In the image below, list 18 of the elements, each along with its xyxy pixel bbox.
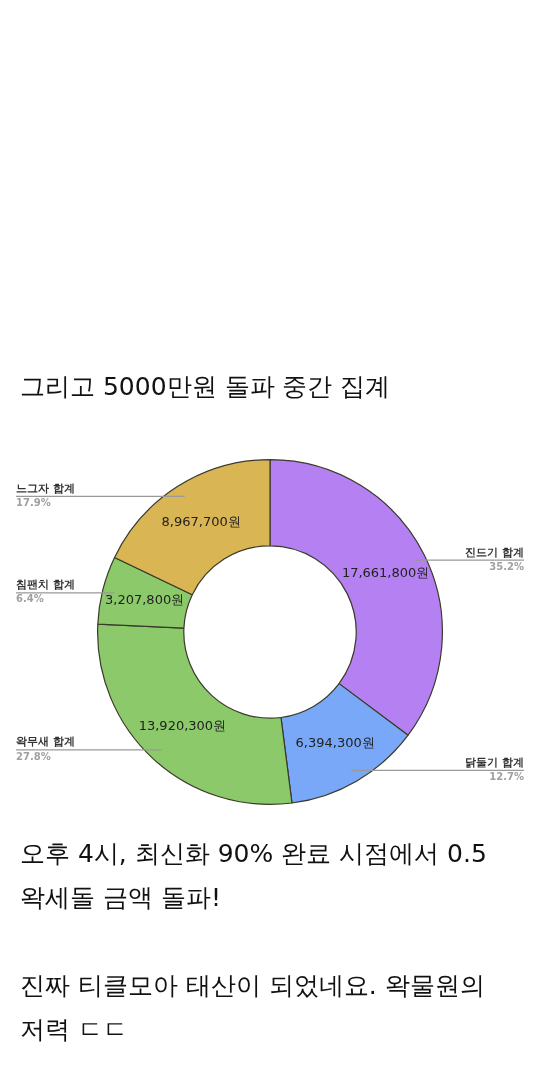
slice-label: 진드기 합계 [465,545,524,559]
data-label: 13,920,300원 [138,718,227,734]
slice-label: 닭둘기 합계 [465,755,524,769]
text: 17.9% [16,496,51,508]
text: 35.2% [489,560,524,572]
chart-title: 그리고 5000만원 돌파 중간 집계 [19,371,392,403]
slice-label: 왁무새 합계 [16,735,75,749]
text: 6.4% [16,593,44,605]
data-label: 6,394,300원 [295,735,375,751]
data-label: 17,661,800원 [341,565,430,581]
data-label: 3,207,800원 [105,591,185,607]
slice-label: 느그자 합계 [16,481,75,495]
text: 진짜 티클모아 태산이 되었네요. 왁물원의 저력 ㄷㄷ [20,970,486,1046]
text: 27.8% [16,750,51,762]
slice-label: 침팬치 합계 [16,578,75,592]
data-label: 8,967,700원 [161,513,241,529]
text: 12.7% [489,771,524,783]
text: 오후 4시, 최신화 90% 완료 시점에서 0.5 왁세돌 금액 돌파! [20,838,488,914]
